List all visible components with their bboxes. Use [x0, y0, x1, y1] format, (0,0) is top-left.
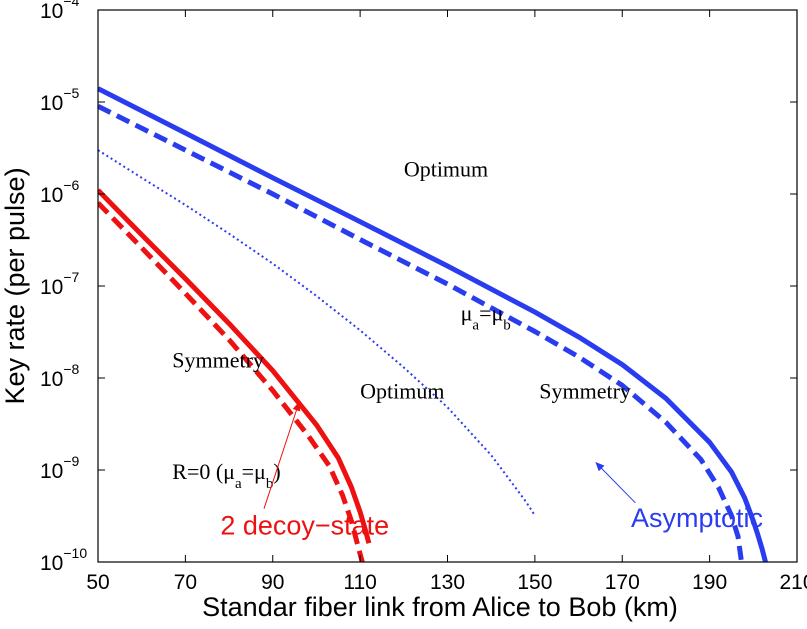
annotation-3: Symmetry	[539, 378, 631, 403]
x-tick-label: 170	[605, 571, 640, 594]
y-tick-label: 10−8	[40, 361, 80, 391]
y-tick-label: 10−4	[40, 0, 80, 23]
annotation-6: R=0 (μa=μb)	[172, 459, 280, 492]
series-layer	[98, 86, 768, 562]
x-axis-label: Standar fiber link from Alice to Bob (km…	[202, 592, 678, 622]
x-tick-label: 130	[430, 571, 465, 594]
x-tick-label: 50	[86, 571, 109, 594]
annotation-layer: Optimum μa=μb Symmetry Symmetry Optimum R=0 (…	[172, 156, 763, 540]
series-line-2-dashed	[98, 103, 744, 562]
x-tick-label: 110	[343, 571, 376, 594]
series-line-4-solid	[98, 188, 372, 544]
x-tick-label: 190	[692, 571, 727, 594]
x-tick-label: 210	[779, 571, 807, 594]
y-tick-label: 10−6	[40, 177, 80, 207]
x-tick-label: 90	[261, 571, 284, 594]
x-tick-label: 70	[174, 571, 197, 594]
annotation-4: Symmetry	[172, 348, 264, 373]
y-axis-label: Key rate (per pulse)	[0, 167, 30, 404]
annotation-arrow-2	[595, 462, 636, 504]
annotation-8: Asymptotic	[631, 503, 763, 533]
y-tick-label: 10−9	[40, 453, 80, 483]
annotation-1: Optimum	[404, 156, 488, 181]
tick-layer: 50 70 90 110 130 150 170 190 210 10−10 10−9 10−8 10−…	[40, 0, 807, 594]
plot-background	[98, 10, 797, 562]
annotation-7: 2 decoy−state	[220, 510, 389, 540]
y-tick-label: 10−7	[40, 269, 80, 299]
annotation-2: μa=μb	[461, 301, 511, 334]
annotation-5: Optimum	[360, 378, 444, 403]
series-line-1-solid	[98, 86, 768, 562]
y-tick-label: 10−5	[40, 85, 80, 115]
y-tick-label: 10−10	[40, 545, 87, 575]
series-line-3-dotted	[98, 149, 536, 517]
x-tick-label: 150	[517, 571, 552, 594]
annotation-arrow-1	[263, 401, 301, 509]
